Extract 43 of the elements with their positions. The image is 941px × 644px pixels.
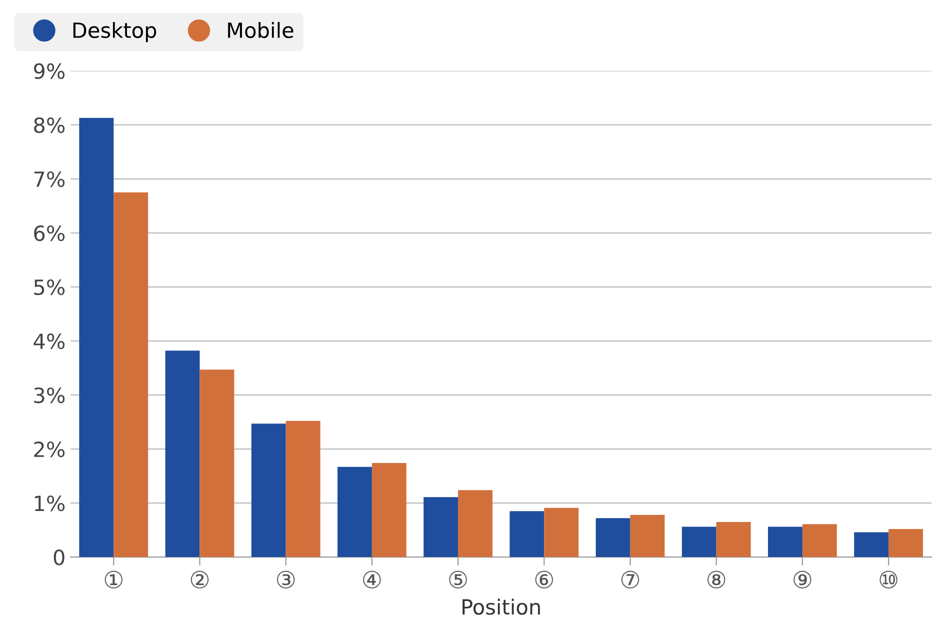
bar	[802, 524, 837, 558]
bar	[200, 370, 234, 558]
bar	[854, 532, 889, 558]
x-tick-label: ⑩	[880, 570, 898, 588]
legend-label: Desktop	[73, 22, 156, 42]
bar	[510, 511, 544, 558]
y-tick-label: 9%	[34, 63, 65, 80]
bar	[165, 350, 200, 558]
x-tick-label: ⑦	[621, 570, 640, 588]
bar	[372, 463, 406, 558]
y-tick-label: 1%	[34, 495, 65, 512]
bar	[337, 466, 372, 558]
x-tick-label: ⑨	[794, 570, 812, 588]
bar	[596, 518, 630, 558]
legend-label: Mobile	[228, 22, 294, 38]
x-tick-label: ②	[190, 570, 209, 588]
y-tick-label: 4%	[34, 333, 65, 350]
bar	[716, 522, 751, 558]
bar	[424, 497, 458, 558]
y-tick-label: 5%	[34, 279, 65, 296]
x-tick-label: ①	[104, 570, 122, 588]
bar	[888, 528, 923, 558]
bar	[768, 526, 802, 558]
y-tick-label: 0	[54, 550, 64, 566]
bar	[251, 424, 286, 558]
y-tick-label: 6%	[34, 225, 65, 242]
y-tick-label: 2%	[34, 441, 65, 458]
x-tick-label: ⑥	[535, 570, 553, 588]
bar	[458, 490, 492, 558]
x-axis-title: Position	[462, 598, 540, 615]
x-tick-label: ⑧	[708, 570, 726, 588]
bar	[682, 526, 716, 558]
bar	[544, 508, 579, 558]
x-tick-label: ④	[363, 570, 381, 588]
y-tick-label: 7%	[34, 171, 65, 188]
y-tick-label: 3%	[34, 387, 65, 404]
bar	[286, 420, 320, 558]
bar	[630, 514, 665, 558]
x-tick-label: ③	[276, 570, 295, 588]
bar	[79, 118, 114, 558]
bar	[114, 192, 148, 558]
x-tick-label: ⑤	[449, 570, 467, 588]
y-tick-label: 8%	[34, 117, 65, 134]
